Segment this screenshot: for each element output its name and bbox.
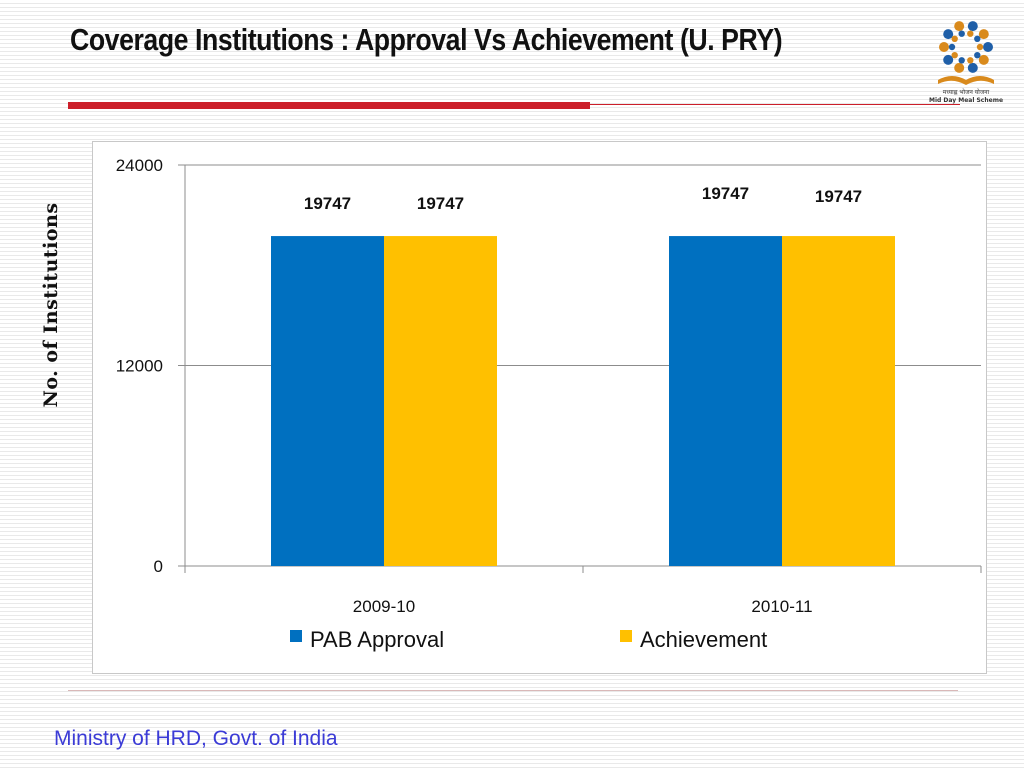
legend-swatch xyxy=(290,630,302,642)
mid-day-meal-logo-icon: मध्याह्न भोजन योजना Mid Day Meal Scheme xyxy=(928,14,1004,106)
y-axis-label-container: No. of Institutions xyxy=(36,140,66,470)
slide-title: Coverage Institutions : Approval Vs Achi… xyxy=(70,22,783,57)
footer-divider xyxy=(68,690,958,691)
logo-hindi-text: मध्याह्न भोजन योजना xyxy=(943,88,990,96)
bar xyxy=(384,236,497,566)
title-underline xyxy=(68,102,590,109)
bar xyxy=(271,236,384,566)
y-tick-label: 0 xyxy=(154,557,163,576)
data-label: 19747 xyxy=(417,194,464,213)
y-axis-label: No. of Institutions xyxy=(40,202,62,408)
data-label: 19747 xyxy=(702,184,749,203)
bar xyxy=(669,236,782,566)
data-label: 19747 xyxy=(815,187,862,206)
data-label: 19747 xyxy=(304,194,351,213)
title-underline-extension xyxy=(590,104,960,105)
chart-frame: 0 12000 24000 19747 19747 2009-10 19747 19747 20… xyxy=(92,141,987,674)
logo-english-text: Mid Day Meal Scheme xyxy=(929,97,1003,104)
y-tick-label: 12000 xyxy=(116,357,163,376)
x-tick-label: 2009-10 xyxy=(353,597,415,616)
footer-text: Ministry of HRD, Govt. of India xyxy=(54,727,338,750)
legend-label: PAB Approval xyxy=(310,627,444,652)
bar xyxy=(782,236,895,566)
bar-chart: 0 12000 24000 19747 19747 2009-10 19747 19747 20… xyxy=(116,156,982,652)
y-tick-label: 24000 xyxy=(116,156,163,175)
legend-swatch xyxy=(620,630,632,642)
x-tick-label: 2010-11 xyxy=(751,597,812,616)
legend-label: Achievement xyxy=(640,627,767,652)
